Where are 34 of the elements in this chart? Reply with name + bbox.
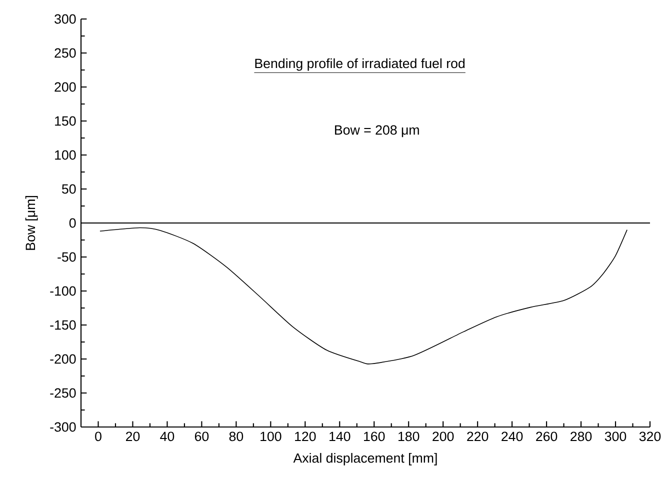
annotation: Bow = 208 μm (335, 125, 419, 138)
x-tick-label: 60 (194, 432, 209, 442)
y-tick-label: -50 (58, 252, 76, 262)
y-tick-label: 100 (55, 150, 76, 160)
y-tick-label: -100 (50, 286, 76, 296)
x-tick-label: 240 (502, 432, 523, 442)
x-tick-label: 0 (95, 432, 102, 442)
y-axis-title: Bow [μm] (25, 196, 38, 250)
text: Bending profile of irradiated fuel rod (255, 58, 465, 71)
y-tick-label: 0 (69, 218, 76, 228)
y-tick-label: 150 (55, 116, 76, 126)
x-tick-label: 100 (260, 432, 282, 442)
x-axis-title: Axial displacement [mm] (293, 452, 437, 466)
x-tick-label: 80 (229, 432, 244, 442)
x-tick-label: 140 (330, 432, 350, 442)
x-tick-label: 160 (364, 432, 385, 442)
x-tick-label: 300 (604, 432, 626, 442)
y-tick-label: 250 (54, 48, 76, 58)
x-tick-label: 40 (160, 432, 174, 442)
y-tick-label: 50 (62, 184, 76, 194)
x-tick-label: 320 (639, 432, 661, 442)
y-tick-label: 200 (54, 82, 76, 92)
y-tick-label: -250 (50, 388, 76, 398)
x-tick-label: 260 (536, 432, 558, 442)
x-tick-label: 120 (295, 432, 316, 442)
x-tick-label: 280 (570, 432, 592, 442)
x-tick-label: 200 (432, 432, 454, 442)
y-tick-label: -150 (50, 320, 76, 330)
x-tick-label: 180 (398, 432, 420, 442)
x-tick-label: 220 (467, 432, 488, 442)
y-tick-label: -300 (50, 422, 76, 432)
x-tick-label: 20 (126, 432, 140, 442)
y-tick-label: 300 (54, 14, 76, 24)
y-tick-label: -200 (50, 354, 76, 364)
